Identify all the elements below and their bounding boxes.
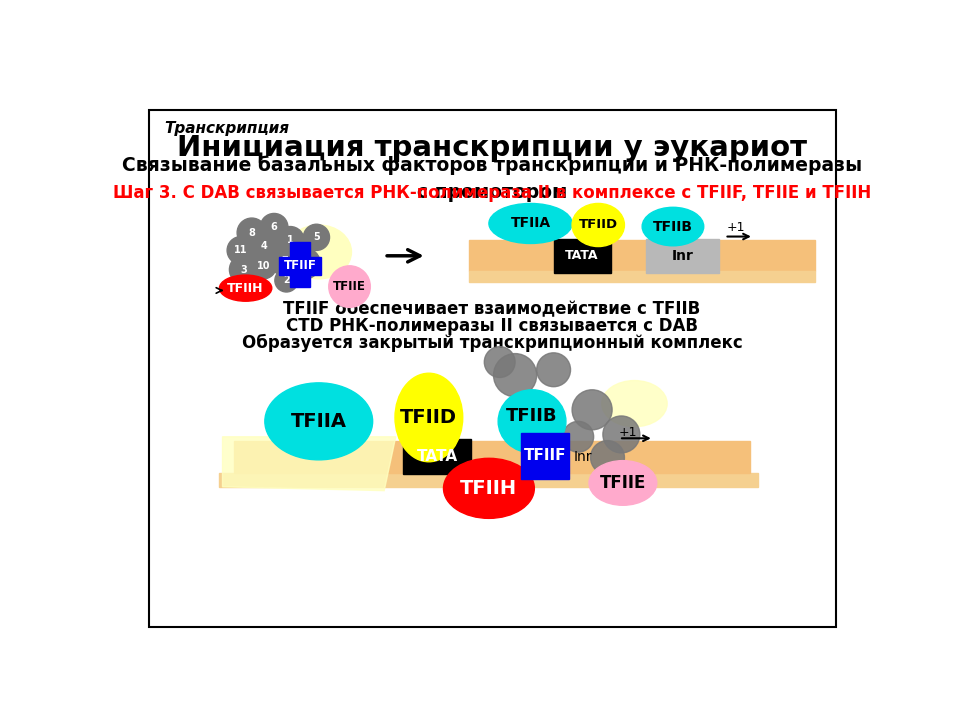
Polygon shape — [234, 441, 750, 473]
Polygon shape — [219, 473, 757, 487]
Text: TFIID: TFIID — [400, 408, 457, 427]
Circle shape — [603, 416, 639, 453]
Circle shape — [251, 253, 276, 279]
Ellipse shape — [395, 373, 463, 462]
Bar — [646, 239, 719, 273]
Text: 2: 2 — [283, 276, 290, 285]
Text: 9: 9 — [301, 258, 308, 269]
Text: TFIIF обеспечивает взаимодействие с TFIIB: TFIIF обеспечивает взаимодействие с TFII… — [283, 300, 701, 318]
Circle shape — [303, 224, 329, 251]
Ellipse shape — [220, 275, 272, 301]
Circle shape — [290, 248, 321, 279]
Bar — [290, 242, 310, 287]
Text: Inr: Inr — [574, 450, 592, 464]
Bar — [403, 439, 471, 474]
Text: TFIIF: TFIIF — [284, 259, 317, 272]
Ellipse shape — [265, 383, 372, 460]
Bar — [521, 433, 569, 479]
Text: Транскрипция: Транскрипция — [165, 121, 290, 136]
Text: TFIIB: TFIIB — [506, 407, 558, 425]
Circle shape — [484, 346, 516, 377]
Ellipse shape — [589, 461, 657, 505]
Text: TFIIH: TFIIH — [461, 479, 517, 498]
Text: Образуется закрытый транскрипционный комплекс: Образуется закрытый транскрипционный ком… — [242, 333, 742, 352]
Text: 11: 11 — [234, 246, 248, 256]
Text: 7: 7 — [281, 256, 288, 266]
Text: 8: 8 — [249, 228, 255, 238]
Text: TFIIA: TFIIA — [511, 217, 551, 230]
Circle shape — [248, 230, 280, 262]
Ellipse shape — [498, 390, 565, 453]
Text: 1: 1 — [287, 235, 294, 246]
Text: TATA: TATA — [417, 449, 458, 464]
Circle shape — [590, 441, 624, 474]
Circle shape — [572, 390, 612, 430]
Text: Inr: Inr — [671, 249, 693, 263]
Text: Связывание базальных факторов транскрипции и РНК-полимеразы
с промотором: Связывание базальных факторов транскрипц… — [122, 156, 862, 202]
Ellipse shape — [642, 207, 704, 246]
Circle shape — [537, 353, 570, 387]
Circle shape — [493, 354, 537, 397]
Text: 5: 5 — [313, 233, 320, 243]
Text: TFIIA: TFIIA — [291, 412, 347, 431]
Ellipse shape — [444, 459, 535, 518]
Text: TFIIE: TFIIE — [600, 474, 646, 492]
Text: TFIIB: TFIIB — [653, 220, 693, 233]
Text: 3: 3 — [241, 265, 248, 274]
Text: TFIIE: TFIIE — [333, 280, 366, 293]
Text: CTD РНК-полимеразы II связывается с DAB: CTD РНК-полимеразы II связывается с DAB — [286, 317, 698, 335]
Circle shape — [237, 218, 266, 248]
Text: +1: +1 — [619, 426, 637, 439]
Ellipse shape — [489, 204, 572, 243]
Text: TFIID: TFIID — [579, 218, 618, 232]
Bar — [468, 271, 815, 282]
Text: Инициация транскрипции у эукариот: Инициация транскрипции у эукариот — [177, 134, 807, 162]
Circle shape — [271, 246, 300, 276]
Circle shape — [229, 255, 258, 284]
Bar — [279, 256, 321, 275]
Ellipse shape — [602, 381, 667, 427]
Circle shape — [260, 213, 288, 241]
Circle shape — [563, 421, 593, 452]
Bar — [468, 240, 815, 271]
Circle shape — [275, 269, 298, 292]
Text: TFIIF: TFIIF — [524, 449, 566, 464]
Text: TATA: TATA — [565, 249, 599, 262]
Ellipse shape — [286, 225, 351, 279]
Bar — [554, 239, 612, 273]
Circle shape — [228, 237, 254, 264]
Circle shape — [328, 266, 371, 307]
Text: TFIIH: TFIIH — [228, 282, 264, 294]
Text: 10: 10 — [256, 261, 270, 271]
Text: +1: +1 — [727, 221, 745, 234]
Circle shape — [276, 227, 304, 254]
Text: 6: 6 — [271, 222, 277, 233]
Text: 4: 4 — [261, 240, 268, 251]
Text: Шаг 3. С DAB связывается РНК-полимераза II в комплексе с TFIIF, TFIIE и TFIIH: Шаг 3. С DAB связывается РНК-полимераза … — [113, 184, 871, 202]
Ellipse shape — [572, 204, 624, 246]
Polygon shape — [223, 437, 396, 490]
